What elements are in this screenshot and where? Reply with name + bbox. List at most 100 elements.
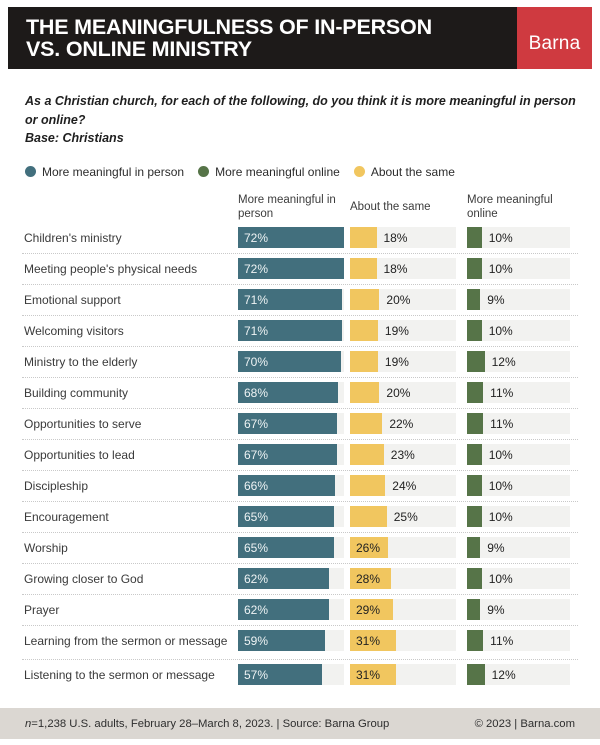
bar-track: 10% — [467, 475, 570, 496]
bar-in-person — [238, 630, 325, 651]
legend-label: More meaningful in person — [42, 164, 185, 179]
bar-in-person — [238, 289, 343, 310]
bar-track: 72% — [238, 258, 344, 279]
bar-track: 65% — [238, 537, 344, 558]
bar-in-person — [238, 475, 335, 496]
bar-track: 20% — [350, 289, 456, 310]
bar-value-label: 23% — [390, 447, 415, 462]
bar-track: 9% — [467, 537, 570, 558]
bar-online — [467, 630, 484, 651]
bar-about-same — [350, 537, 389, 558]
table-row: Meeting people's physical needs 72% 18% 10% — [0, 258, 600, 289]
row-label: Building community — [24, 385, 129, 400]
survey-question-block: As a Christian church, for each of the f… — [25, 92, 583, 148]
bar-about-same — [350, 413, 383, 434]
bar-track: 10% — [467, 320, 570, 341]
bar-about-same — [350, 599, 393, 620]
bar-track: 59% — [238, 630, 344, 651]
bar-track: 66% — [238, 475, 344, 496]
bar-in-person — [238, 227, 344, 248]
bar-online — [467, 444, 482, 465]
bar-about-same — [350, 382, 380, 403]
bar-track: 18% — [350, 227, 456, 248]
page-title-line1: THE MEANINGFULNESS OF IN-PERSON — [26, 15, 432, 39]
barna-logo: Barna — [517, 7, 592, 69]
bar-track: 12% — [467, 664, 570, 685]
bar-track: 9% — [467, 599, 570, 620]
bar-value-label: 31% — [356, 633, 381, 648]
bar-track: 11% — [467, 413, 570, 434]
table-row: Ministry to the elderly 70% 19% 12% — [0, 351, 600, 382]
bar-value-label: 20% — [386, 385, 411, 400]
row-label: Opportunities to serve — [24, 416, 142, 431]
bar-value-label: 26% — [356, 540, 381, 555]
bar-value-label: 12% — [491, 354, 516, 369]
bar-track: 26% — [350, 537, 456, 558]
bar-about-same — [350, 630, 396, 651]
bar-value-label: 28% — [356, 571, 381, 586]
bar-in-person — [238, 382, 338, 403]
table-row: Opportunities to serve 67% 22% 11% — [0, 413, 600, 444]
bar-track: 18% — [350, 258, 456, 279]
row-label: Welcoming visitors — [24, 323, 124, 338]
bar-about-same — [350, 351, 378, 372]
row-label: Prayer — [24, 602, 60, 617]
bar-track: 71% — [238, 320, 344, 341]
footer-copyright: © 2023 | Barna.com — [474, 717, 575, 730]
bar-online — [467, 382, 484, 403]
bar-online — [467, 413, 484, 434]
table-row: Welcoming visitors 71% 19% 10% — [0, 320, 600, 351]
bar-track: 11% — [467, 630, 570, 651]
bar-value-label: 68% — [244, 385, 269, 400]
bar-value-label: 31% — [356, 667, 381, 682]
row-label: Encouragement — [24, 509, 109, 524]
footer-source-note: n=1,238 U.S. adults, February 28–March 8… — [25, 718, 389, 730]
legend-label: More meaningful online — [215, 164, 340, 179]
bar-value-label: 65% — [244, 509, 269, 524]
bar-value-label: 18% — [383, 261, 408, 276]
row-label: Growing closer to God — [24, 571, 144, 586]
bar-value-label: 71% — [244, 292, 269, 307]
bar-about-same — [350, 289, 380, 310]
table-row: Opportunities to lead 67% 23% 10% — [0, 444, 600, 475]
bar-value-label: 66% — [244, 478, 269, 493]
bar-value-label: 10% — [488, 478, 513, 493]
bar-value-label: 59% — [244, 633, 269, 648]
survey-question: As a Christian church, for each of the f… — [25, 94, 576, 127]
row-label: Learning from the sermon or message — [24, 633, 228, 648]
legend-item-0: More meaningful in person — [25, 165, 184, 179]
bar-value-label: 67% — [244, 416, 269, 431]
column-header-online: More meaningful online — [467, 194, 553, 220]
bar-online — [467, 258, 482, 279]
bar-value-label: 57% — [244, 667, 269, 682]
page-title-line2: VS. ONLINE MINISTRY — [26, 37, 252, 61]
legend-dot-icon — [353, 166, 365, 177]
bar-value-label: 72% — [244, 261, 269, 276]
bar-track: 28% — [350, 568, 456, 589]
bar-track: 72% — [238, 227, 344, 248]
row-label: Discipleship — [24, 478, 89, 493]
bar-track: 12% — [467, 351, 570, 372]
bar-value-label: 25% — [393, 509, 418, 524]
bar-track: 9% — [467, 289, 570, 310]
bar-track: 19% — [350, 320, 456, 341]
bar-track: 29% — [350, 599, 456, 620]
bar-in-person — [238, 664, 322, 685]
survey-base: Base: Christians — [25, 131, 124, 145]
bar-value-label: 11% — [490, 385, 514, 400]
bar-online — [467, 351, 485, 372]
bar-online — [467, 506, 482, 527]
legend-item-1: More meaningful online — [198, 165, 340, 179]
bar-online — [467, 289, 481, 310]
bar-track: 65% — [238, 506, 344, 527]
bar-online — [467, 568, 482, 589]
bar-track: 57% — [238, 664, 344, 685]
bar-value-label: 70% — [244, 354, 269, 369]
table-row: Learning from the sermon or message 59% 31… — [0, 630, 600, 664]
bar-value-label: 67% — [244, 447, 269, 462]
bar-value-label: 10% — [488, 323, 513, 338]
bar-online — [467, 475, 482, 496]
bar-track: 67% — [238, 413, 344, 434]
bar-online — [467, 664, 485, 685]
